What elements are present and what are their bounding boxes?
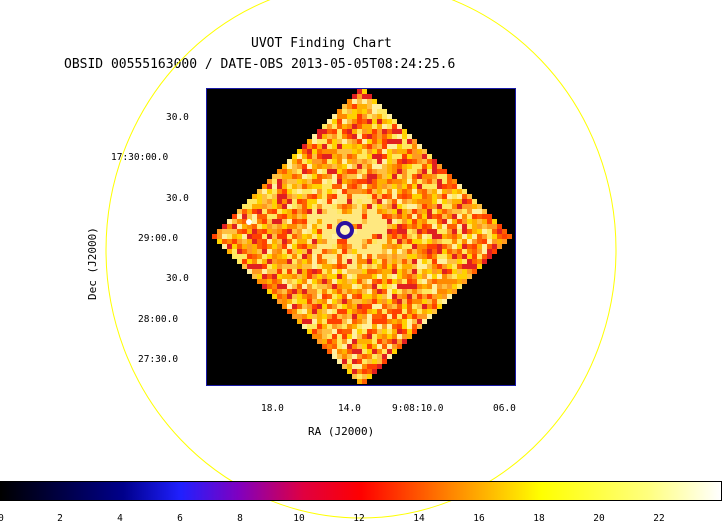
colorbar-tick-label: 16 xyxy=(473,513,485,524)
secondary-source xyxy=(246,219,252,225)
chart-title: UVOT Finding Chart xyxy=(251,36,392,51)
colorbar-tick-label: 18 xyxy=(533,513,545,524)
y-tick-label: 17:30:00.0 xyxy=(111,152,169,163)
colorbar-tick-label: 4 xyxy=(117,513,123,524)
x-tick-label: 14.0 xyxy=(338,403,361,414)
colorbar-tick-label: 20 xyxy=(593,513,605,524)
colorbar-tick-label: 6 xyxy=(177,513,183,524)
image-frame xyxy=(206,88,516,386)
colorbar-tick-label: 10 xyxy=(293,513,305,524)
chart-subtitle: OBSID 00555163000 / DATE-OBS 2013-05-05T… xyxy=(64,57,456,72)
y-axis-label: Dec (J2000) xyxy=(86,227,99,300)
x-tick-label: 9:08:10.0 xyxy=(392,403,444,414)
central-source xyxy=(336,221,354,239)
colorbar-gradient xyxy=(1,482,721,500)
x-axis-label: RA (J2000) xyxy=(308,425,375,438)
y-tick-label: 27:30.0 xyxy=(138,354,179,365)
y-tick-label: 30.0 xyxy=(166,193,189,204)
y-tick-label: 28:00.0 xyxy=(138,314,179,325)
image-pixels xyxy=(212,89,512,384)
x-tick-label: 06.0 xyxy=(493,403,516,414)
colorbar-tick-label: 14 xyxy=(413,513,425,524)
region-circle xyxy=(105,0,617,519)
y-tick-label: 29:00.0 xyxy=(138,233,179,244)
y-tick-label: 30.0 xyxy=(166,273,189,284)
colorbar-tick-label: 8 xyxy=(237,513,243,524)
colorbar-tick-label: 2 xyxy=(57,513,63,524)
colorbar xyxy=(0,481,722,501)
colorbar-tick-label: 0 xyxy=(0,513,4,524)
x-tick-label: 18.0 xyxy=(261,403,284,414)
sky-image xyxy=(212,89,512,384)
y-tick-label: 30.0 xyxy=(166,112,189,123)
colorbar-tick-label: 12 xyxy=(353,513,365,524)
colorbar-tick-label: 22 xyxy=(653,513,665,524)
